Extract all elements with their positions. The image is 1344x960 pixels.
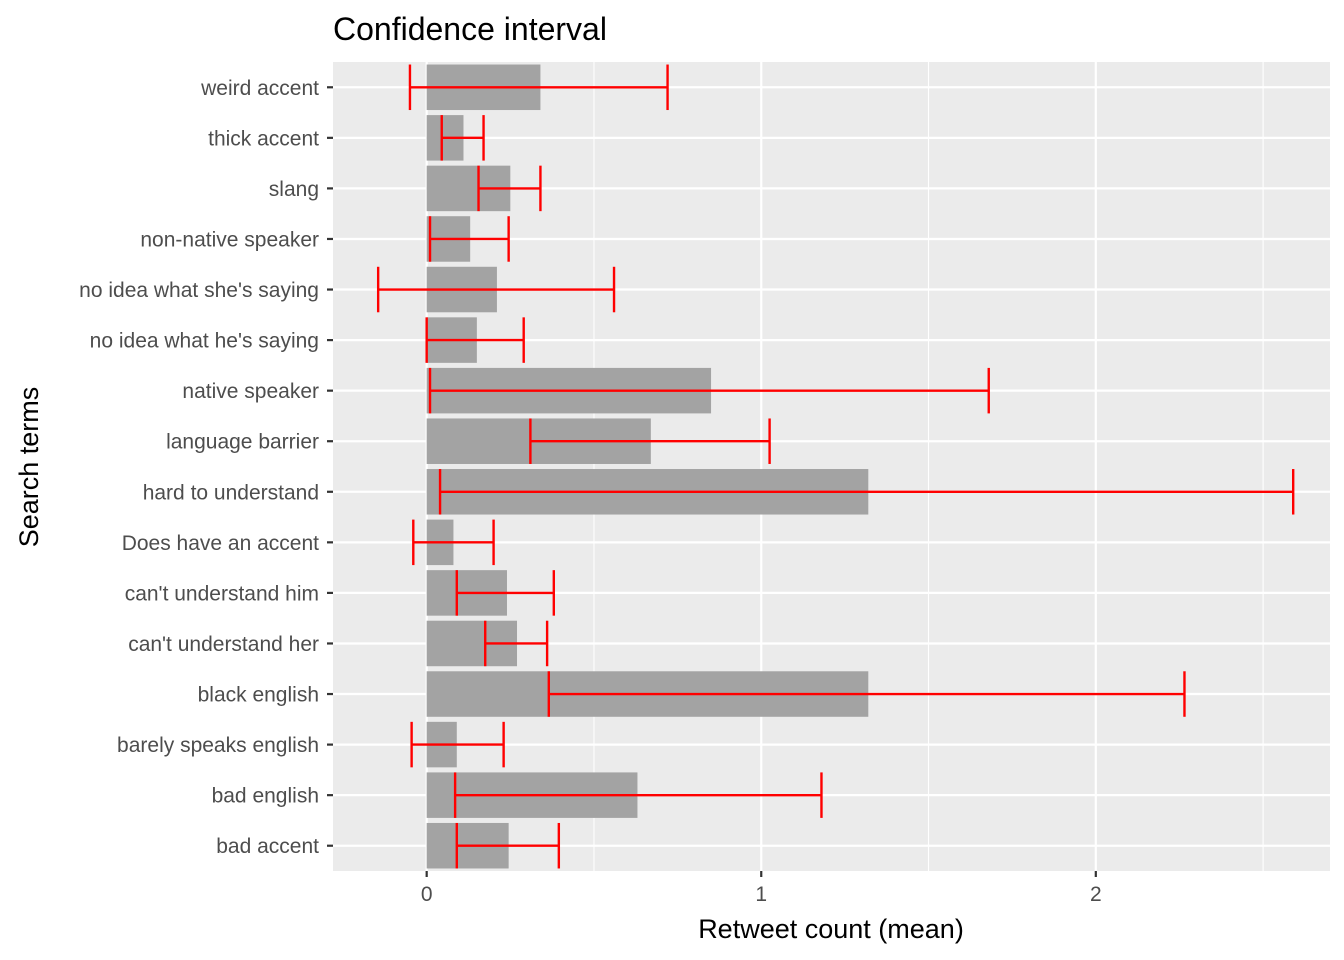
y-tick-label: black english [198, 684, 319, 707]
y-tick-label: non-native speaker [140, 228, 319, 251]
error-bar [440, 115, 485, 161]
error-bar [455, 570, 556, 616]
error-bar [438, 469, 1295, 515]
x-tick-label: 1 [755, 883, 767, 906]
error-bar [428, 216, 510, 262]
error-bar [547, 671, 1186, 717]
error-bar [412, 519, 495, 566]
x-axis-title: Retweet count (mean) [698, 914, 964, 944]
y-tick-label: bad english [212, 785, 319, 808]
error-bar [453, 772, 823, 818]
error-bar [408, 64, 669, 111]
error-bar [428, 367, 990, 414]
y-tick-label: hard to understand [143, 481, 319, 504]
error-bar [477, 165, 542, 212]
y-tick-label: slang [269, 178, 319, 201]
y-tick-label: native speaker [182, 380, 319, 403]
error-bar [425, 317, 525, 363]
y-tick-label: no idea what he's saying [90, 330, 319, 353]
error-bar [484, 620, 549, 667]
x-axis: 0 1 2 [421, 871, 1102, 906]
y-tick-label: bad accent [216, 835, 319, 858]
chart-title: Confidence interval [333, 11, 607, 47]
y-tick-label: can't understand her [128, 633, 319, 656]
y-tick-label: barely speaks english [117, 734, 319, 757]
y-tick-label: can't understand him [125, 582, 319, 605]
y-tick-label: no idea what she's saying [79, 279, 319, 302]
error-bar [529, 418, 771, 464]
y-tick-label: weird accent [200, 77, 319, 100]
grid-minor [593, 62, 1264, 871]
x-tick-label: 0 [421, 883, 433, 906]
error-bar [410, 721, 505, 768]
y-axis: weird accent thick accent slang non-native … [79, 77, 333, 858]
y-tick-label: thick accent [208, 127, 319, 150]
error-bars [376, 64, 1295, 869]
error-bar [376, 266, 616, 313]
x-tick-label: 2 [1090, 883, 1102, 906]
y-tick-label: language barrier [166, 431, 319, 454]
y-tick-label: Does have an accent [122, 532, 319, 555]
y-axis-title: Search terms [14, 387, 44, 548]
error-bar [455, 822, 561, 869]
